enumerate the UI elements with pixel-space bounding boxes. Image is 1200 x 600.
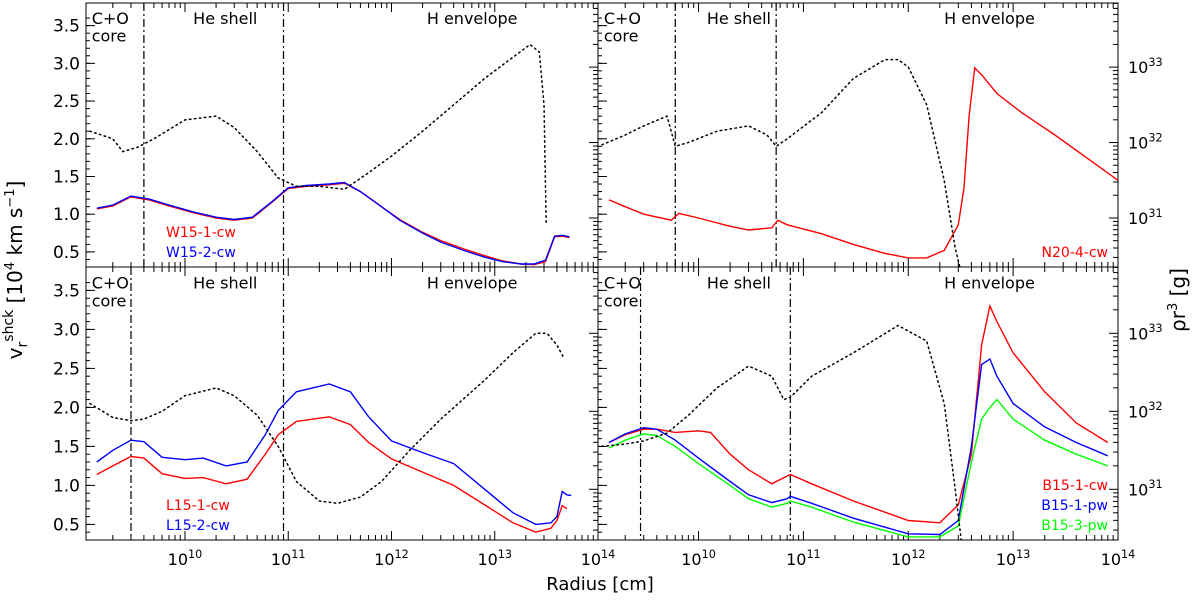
y-tick-label: 2.0 [53,398,80,418]
y-axis-title-velocity: vrshck [104 km s−1] [1,181,31,360]
legend-entry-L15-2-cw: L15-2-cw [166,518,230,534]
x-tick-label: 1012 [891,548,926,569]
region-label: H envelope [427,9,518,28]
legend-entry-W15-2-cw: W15-2-cw [166,245,236,261]
y-tick-label: 3.0 [53,54,80,74]
panel-plot-area [601,267,1109,540]
region-label: C+O [604,9,641,28]
y-tick-label: 3.5 [53,17,80,37]
panel-frame [597,2,1119,268]
series-line-B15-3-pw [608,398,1109,538]
series-line-W15-2-cw [96,181,570,265]
x-tick-label: 1013 [477,548,512,569]
panel-plot-area [89,3,570,267]
x-tick-label: 1010 [681,548,716,569]
x-tick-label: 1014 [1101,548,1136,569]
panel-frame [85,266,599,541]
y-tick-label: 1.5 [53,437,80,457]
y-tick-label: 1.0 [53,205,80,225]
rho-tick-label: 1032 [1128,131,1163,152]
legend-entry-B15-1-cw: B15-1-cw [1042,478,1108,494]
x-tick-label: 1010 [168,548,203,569]
y-tick-label: 3.5 [53,281,80,301]
region-label: C+O [92,9,129,28]
rho-tick-label: 1032 [1128,400,1163,421]
density-profile-line [89,43,547,227]
density-profile-line [601,324,962,540]
region-label: core [604,292,639,311]
legend-entry-B15-3-pw: B15-3-pw [1041,518,1108,534]
series-line-L15-2-cw [96,383,572,526]
legend-entry-L15-1-cw: L15-1-cw [166,498,230,514]
x-tick-label: 1014 [581,548,616,569]
y-tick-label: 2.5 [53,92,80,112]
y-tick-label: 1.5 [53,167,80,187]
x-tick-label: 1012 [374,548,409,569]
legend-entry-B15-1-pw: B15-1-pw [1041,498,1108,514]
legend-entry-N20-4-cw: N20-4-cw [1042,245,1108,261]
region-label: H envelope [944,274,1035,293]
rho-tick-label: 1033 [1128,322,1163,343]
panel-frame [85,2,599,268]
region-label: core [92,26,127,45]
series-line-L15-1-cw [96,416,568,533]
region-label: C+O [604,274,641,293]
y-tick-label: 3.0 [53,320,80,340]
panel-bottom-left: 0.5 1.0 1.5 2.0 2.5 3.0 3.5 1010 1011 1012 1013 101… [53,266,616,569]
series-line-B15-1-cw [608,303,1109,524]
rho-tick-label: 1031 [1128,478,1163,499]
rho-tick-label: 1031 [1128,207,1163,228]
density-profile-line [601,58,961,267]
x-tick-label: 1011 [786,548,821,569]
panel-frame [597,266,1119,541]
series-line-N20-4-cw [608,66,1118,259]
region-label: core [92,292,127,311]
x-tick-label: 1013 [996,548,1031,569]
y-axis-title-density: ρr3 [g] [1166,268,1190,332]
region-label: H envelope [427,274,518,293]
x-tick-label: 1011 [271,548,306,569]
y-tick-label: 0.5 [53,515,80,535]
region-label: He shell [193,9,257,28]
density-profile-line [89,332,564,505]
region-label: C+O [92,274,129,293]
y-tick-label: 2.0 [53,130,80,150]
region-label: He shell [707,274,771,293]
panel-plot-area [89,267,572,540]
region-label: He shell [193,274,257,293]
legend-entry-W15-1-cw: W15-1-cw [166,225,236,241]
x-axis-title: Radius [cm] [546,574,654,595]
region-label: H envelope [944,9,1035,28]
region-label: He shell [707,9,771,28]
region-label: core [604,26,639,45]
series-line-B15-1-pw [608,357,1109,536]
y-tick-label: 0.5 [53,243,80,263]
rho-tick-label: 1033 [1128,56,1163,77]
y-tick-label: 2.5 [53,359,80,379]
panel-plot-area [601,3,1118,267]
y-tick-label: 1.0 [53,476,80,496]
